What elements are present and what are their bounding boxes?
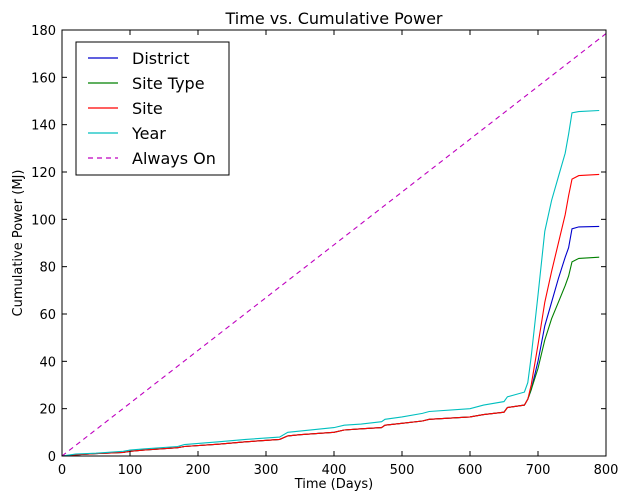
series-line-always-on [62,33,606,456]
x-tick-label: 400 [322,463,347,478]
legend-label: Site Type [132,74,205,93]
y-tick-label: 160 [31,71,56,86]
series-line-site-type [62,256,600,456]
x-axis-label: Time (Days) [294,477,374,492]
legend-label: Site [132,99,163,118]
x-tick-label: 800 [594,463,619,478]
x-tick-label: 600 [458,463,483,478]
legend-label: District [132,49,189,68]
y-tick-label: 80 [39,261,56,276]
legend: District Site Type Site Year Always On [75,41,230,176]
series-line-site [62,173,600,456]
y-tick-label: 100 [31,213,56,228]
x-tick-label: 0 [58,463,66,478]
y-tick-label: 120 [31,166,56,181]
y-tick-label: 0 [48,450,56,465]
series-line-year [62,109,600,456]
y-tick-label: 140 [31,119,56,134]
y-axis-label: Cumulative Power (MJ) [11,170,26,317]
y-tick-label: 60 [39,308,56,323]
y-tick-label: 180 [31,24,56,39]
x-tick-label: 300 [254,463,279,478]
series-line-district [62,225,600,456]
series-lines [62,33,606,456]
x-axis-ticks: 0 100 200 300 400 500 600 700 800 [58,30,619,478]
legend-label: Always On [132,149,216,168]
chart-title: Time vs. Cumulative Power [225,9,443,28]
x-tick-label: 500 [390,463,415,478]
legend-label: Year [131,124,166,143]
y-tick-label: 20 [39,403,56,418]
x-tick-label: 200 [186,463,211,478]
y-axis-ticks: 0 20 40 60 80 100 120 140 160 180 [31,24,606,465]
y-tick-label: 40 [39,355,56,370]
x-tick-label: 700 [526,463,551,478]
x-tick-label: 100 [118,463,143,478]
